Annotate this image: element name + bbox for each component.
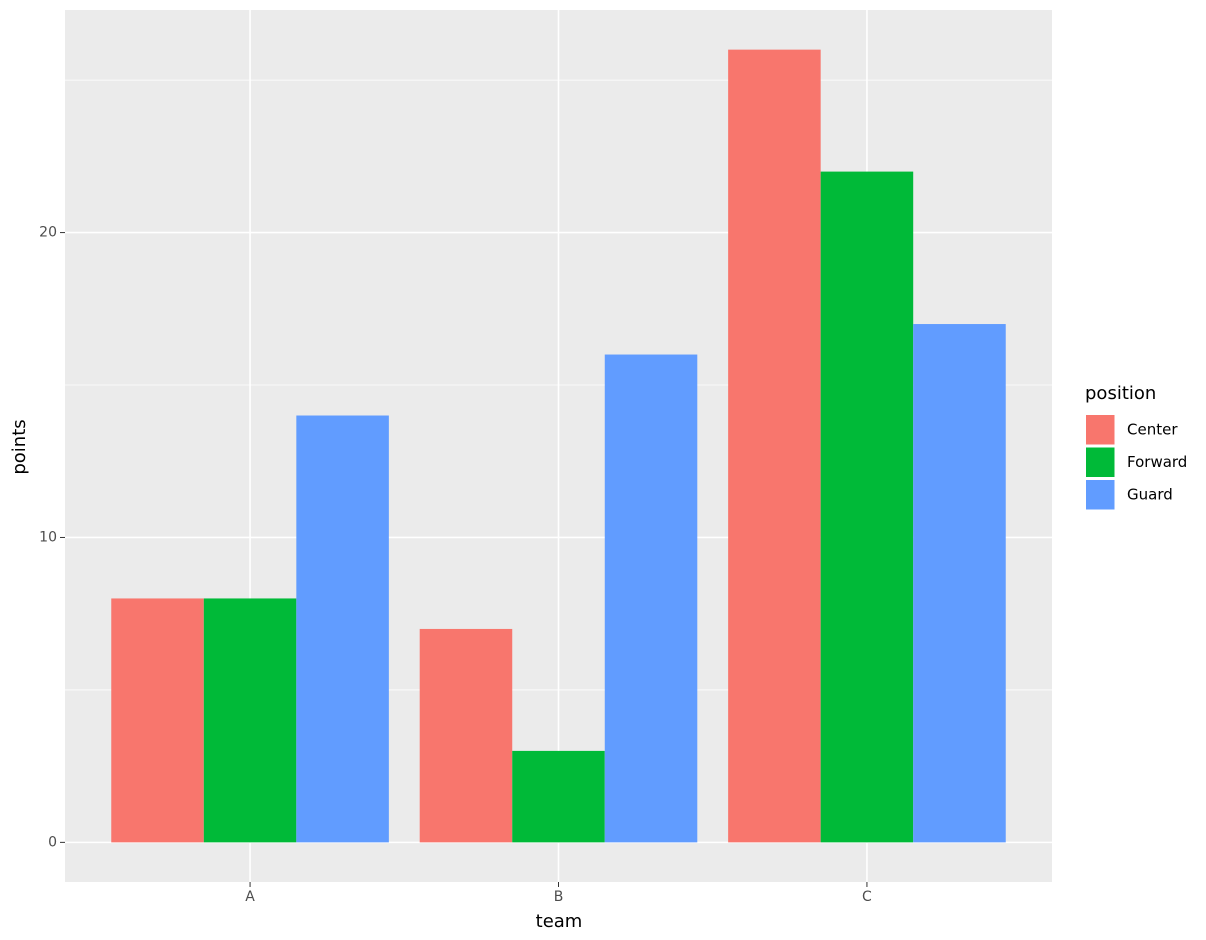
bar: [111, 598, 204, 843]
x-tick-label: B: [554, 889, 564, 905]
x-tick-label: A: [245, 889, 255, 905]
bar: [512, 750, 605, 843]
legend-label: Guard: [1127, 486, 1173, 504]
bar: [296, 415, 389, 843]
y-tick-label: 20: [39, 225, 57, 241]
legend-key: [1086, 480, 1115, 510]
legend-title: position: [1085, 383, 1156, 404]
bar: [604, 354, 698, 843]
legend-label: Center: [1127, 421, 1178, 439]
legend-key: [1086, 447, 1115, 477]
y-tick-label: 0: [48, 834, 57, 850]
legend-label: Forward: [1127, 453, 1187, 471]
bar: [419, 628, 513, 843]
x-axis-title: team: [536, 911, 583, 932]
bar: [728, 49, 821, 843]
y-axis-title: points: [9, 419, 30, 474]
y-tick-label: 10: [39, 529, 57, 545]
bar: [820, 171, 914, 843]
bar: [203, 598, 297, 843]
x-tick-label: C: [862, 889, 872, 905]
bar: [913, 324, 1006, 843]
legend-key: [1086, 415, 1115, 445]
